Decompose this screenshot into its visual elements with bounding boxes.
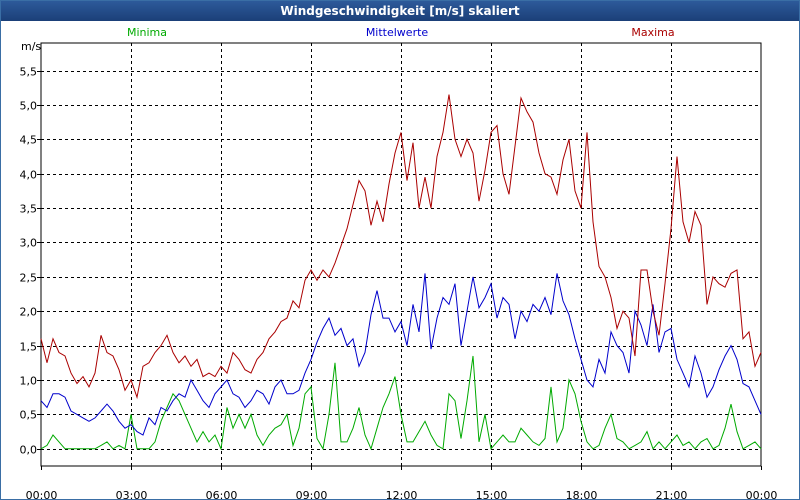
wind-speed-chart: 0,0 0,5 1,0 1,5 2,0 2,5 3,0 3,5 4,0 4,5 5,0 5,5 00:…	[20, 26, 778, 499]
x-tick-time: 06:00	[206, 489, 238, 499]
y-tick-label: 2,5	[20, 272, 38, 285]
x-tick-time: 21:00	[656, 489, 688, 499]
y-tick-label: 1,5	[20, 341, 38, 354]
legend-entry-maxima: Maxima	[631, 26, 674, 39]
legend: Minima Mittelwerte Maxima	[127, 26, 675, 39]
x-tick-time: 00:00	[26, 489, 58, 499]
y-axis-label: m/s	[21, 40, 41, 53]
y-axis: 0,0 0,5 1,0 1,5 2,0 2,5 3,0 3,5 4,0 4,5 5,0 5,5	[20, 66, 41, 457]
x-axis: 00:0008.06.2003:0008.06.2006:0008.06.200…	[26, 466, 778, 499]
legend-entry-mittelwerte: Mittelwerte	[366, 26, 429, 39]
series-line-maxima	[40, 94, 762, 400]
legend-entry-minima: Minima	[127, 26, 167, 39]
y-tick-label: 3,0	[20, 237, 38, 250]
x-tick-time: 09:00	[296, 489, 328, 499]
y-tick-label: 0,0	[20, 444, 38, 457]
series-line-minima	[40, 355, 762, 451]
y-tick-label: 5,5	[20, 66, 38, 79]
x-tick-time: 00:00	[746, 489, 778, 499]
series-line-mittelwerte	[40, 273, 762, 436]
x-tick-time: 03:00	[116, 489, 148, 499]
series-lines	[40, 94, 762, 451]
x-tick-time: 12:00	[386, 489, 418, 499]
y-tick-label: 4,0	[20, 169, 38, 182]
y-tick-label: 2,0	[20, 306, 38, 319]
y-tick-label: 4,5	[20, 134, 38, 147]
grid-lines	[41, 43, 761, 466]
y-tick-label: 5,0	[20, 100, 38, 113]
chart-title: Windgeschwindigkeit [m/s] skaliert	[1, 1, 799, 21]
y-tick-label: 3,5	[20, 203, 38, 216]
x-tick-time: 15:00	[476, 489, 508, 499]
y-tick-label: 0,5	[20, 409, 38, 422]
y-tick-label: 1,0	[20, 375, 38, 388]
x-tick-time: 18:00	[566, 489, 598, 499]
